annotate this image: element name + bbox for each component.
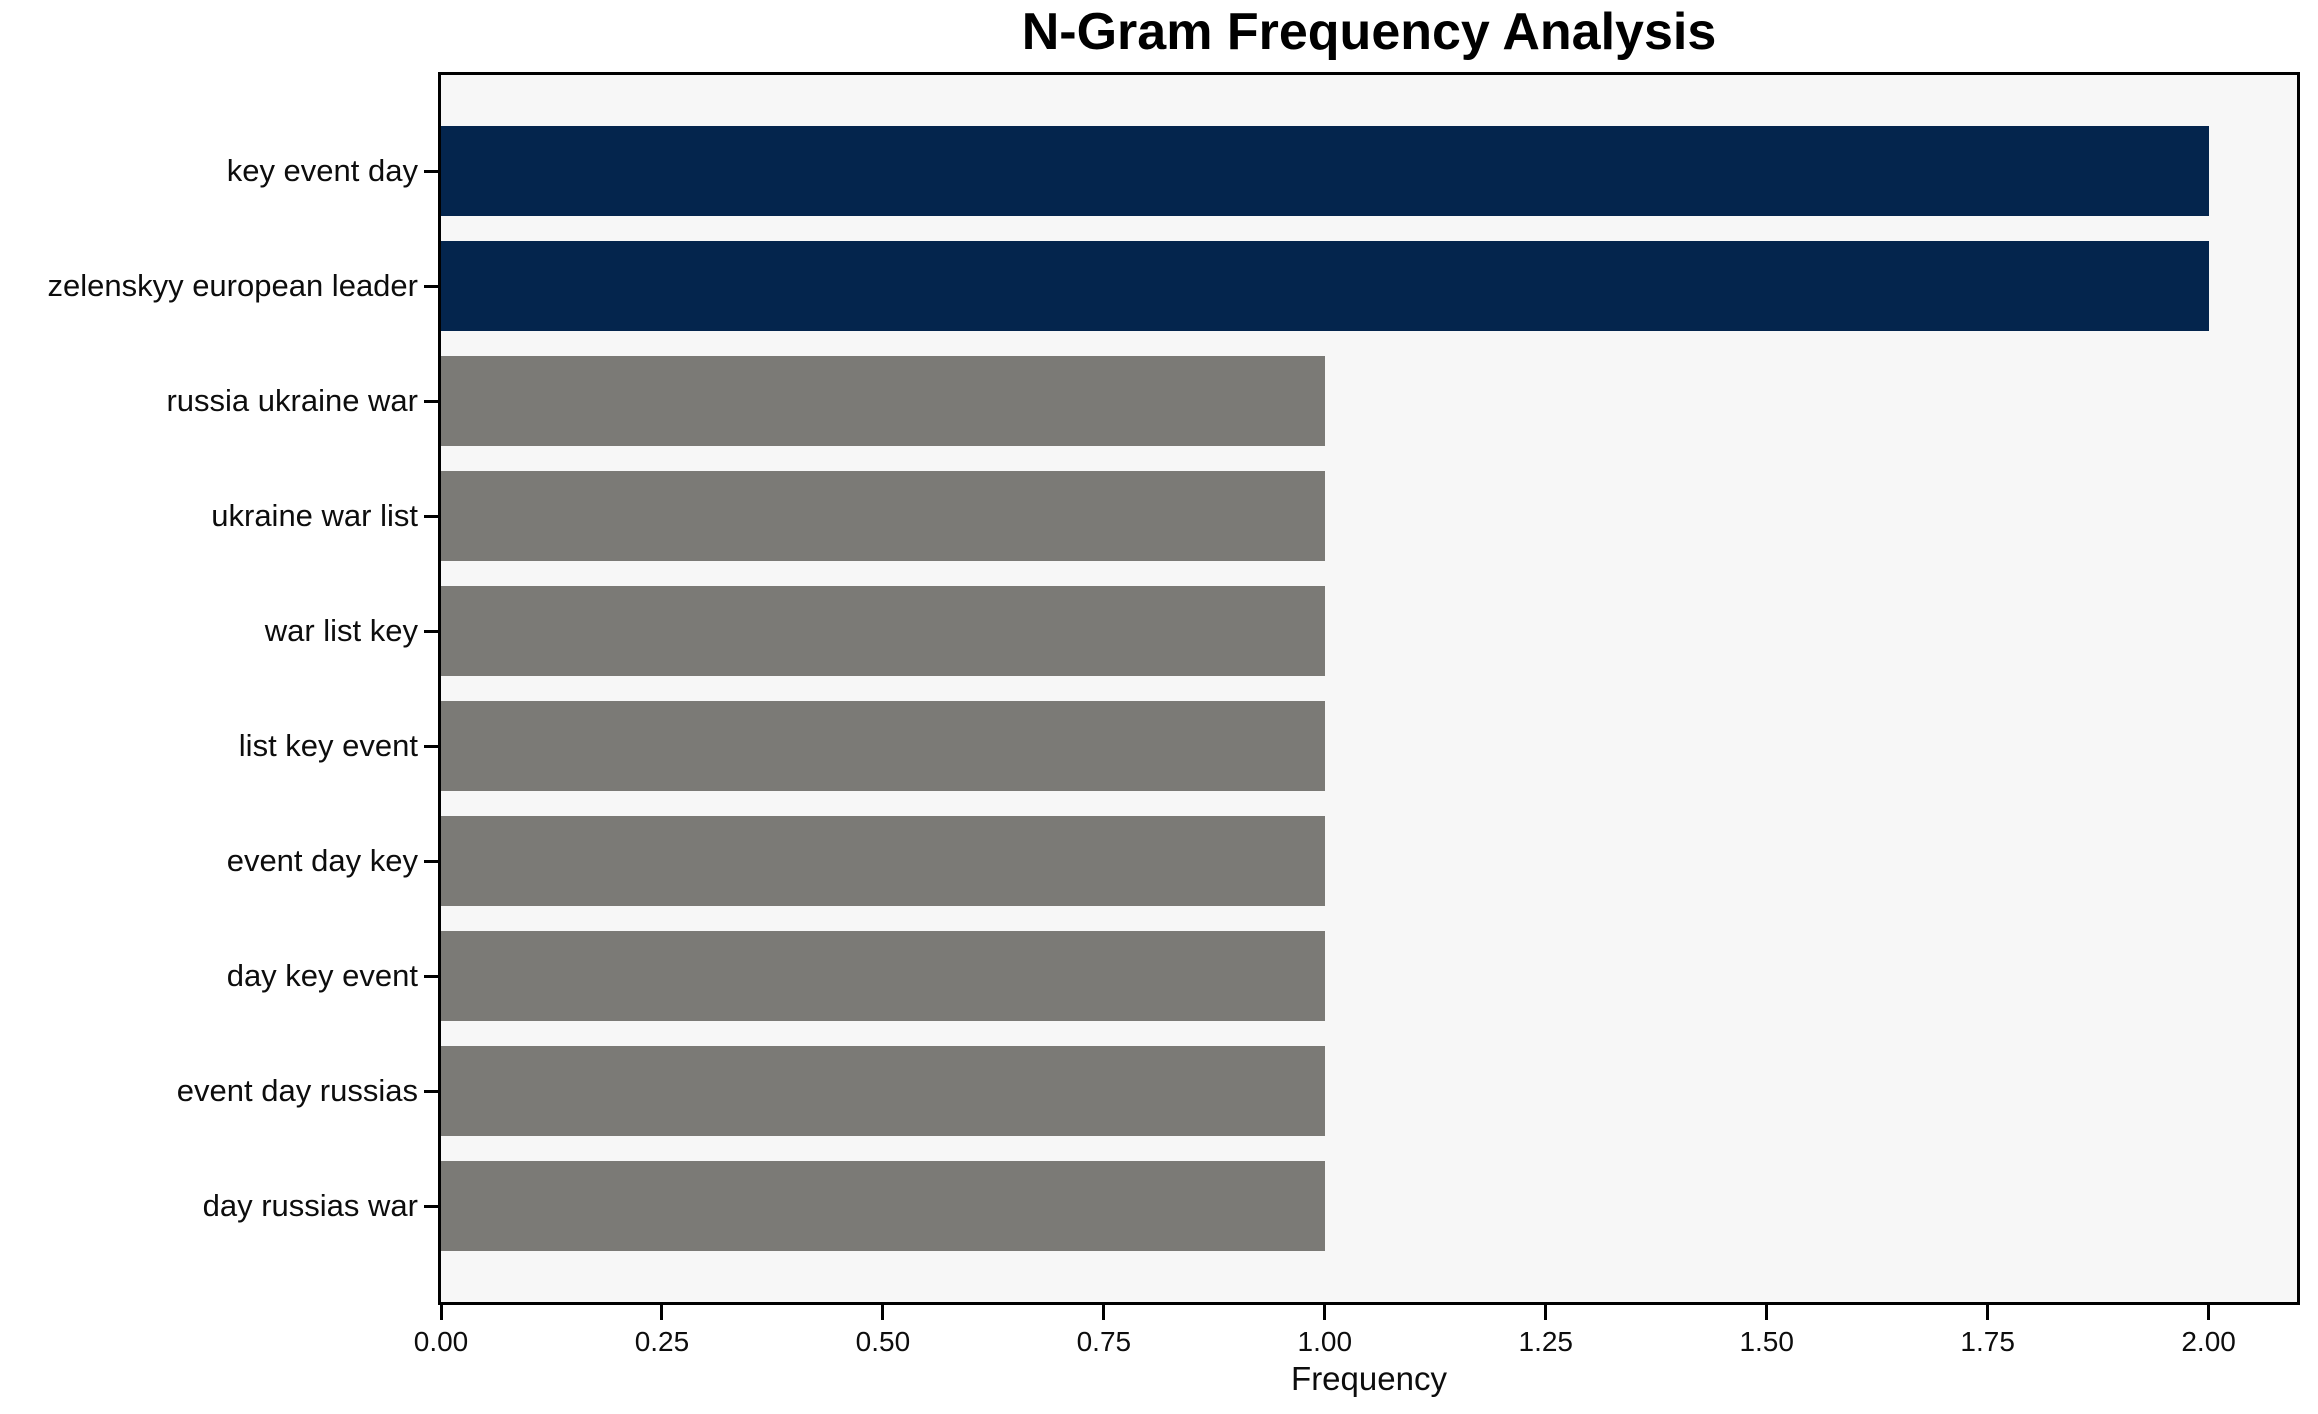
y-tick-mark [424, 169, 438, 173]
y-tick-mark [424, 1204, 438, 1208]
y-tick-mark [424, 974, 438, 978]
y-tick-label: ukraine war list [211, 498, 418, 533]
x-tick-mark [881, 1305, 885, 1320]
y-tick-mark [424, 399, 438, 403]
x-tick-label: 1.50 [1739, 1326, 1794, 1357]
x-tick-label: 1.00 [1297, 1326, 1353, 1357]
y-tick-mark [424, 859, 438, 863]
bar [441, 1046, 1325, 1136]
x-tick-label: 0.25 [634, 1326, 690, 1357]
x-tick-label: 0.75 [1076, 1326, 1132, 1357]
y-tick-mark [424, 1089, 438, 1093]
bar [441, 356, 1325, 446]
y-tick-label: day russias war [202, 1188, 418, 1223]
x-axis-label: Frequency [1291, 1360, 1447, 1397]
x-tick-mark [2207, 1305, 2211, 1320]
y-tick-label: event day key [226, 843, 418, 878]
x-tick-label: 2.00 [2181, 1326, 2236, 1357]
x-tick-label: 0.00 [413, 1326, 469, 1357]
x-tick-mark [1544, 1305, 1548, 1320]
y-tick-label: russia ukraine war [166, 383, 418, 418]
y-tick-label: zelenskyy european leader [47, 268, 418, 303]
x-tick-mark [1102, 1305, 1106, 1320]
bar [441, 931, 1325, 1021]
y-tick-mark [424, 514, 438, 518]
x-tick-mark [439, 1305, 443, 1320]
y-tick-label: war list key [264, 613, 418, 648]
y-tick-label: event day russias [176, 1073, 418, 1108]
y-tick-mark [424, 284, 438, 288]
bar [441, 471, 1325, 561]
bar [441, 241, 2209, 331]
x-tick-label: 1.75 [1960, 1326, 2015, 1357]
y-tick-label: list key event [238, 728, 418, 763]
x-tick-mark [660, 1305, 664, 1320]
y-tick-label: day key event [226, 958, 418, 993]
bar [441, 701, 1325, 791]
x-tick-mark [1765, 1305, 1769, 1320]
bar [441, 816, 1325, 906]
plot-area [438, 72, 2300, 1305]
x-tick-mark [1323, 1305, 1327, 1320]
y-tick-label: key event day [226, 153, 418, 188]
x-tick-mark [1986, 1305, 1990, 1320]
bar [441, 586, 1325, 676]
bar [441, 126, 2209, 216]
y-tick-mark [424, 744, 438, 748]
x-tick-label: 1.25 [1518, 1326, 1574, 1357]
x-tick-label: 0.50 [855, 1326, 911, 1357]
bar [441, 1161, 1325, 1251]
y-tick-mark [424, 629, 438, 633]
chart-title: N-Gram Frequency Analysis [1021, 3, 1717, 61]
